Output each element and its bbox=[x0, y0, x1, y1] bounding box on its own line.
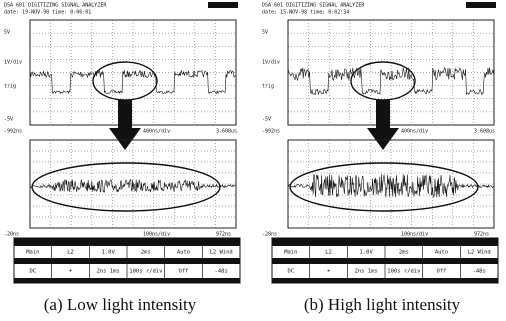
menu-item: + bbox=[69, 269, 73, 275]
arrow bbox=[367, 100, 399, 150]
x-label: -20ns bbox=[4, 232, 19, 238]
menu-item: Auto bbox=[435, 250, 448, 256]
menu-item: DC bbox=[288, 269, 295, 275]
waveform bbox=[29, 178, 236, 193]
x-label: -992ns bbox=[4, 129, 22, 135]
menu-item: L2 Wind bbox=[210, 250, 233, 256]
menu-item: Off bbox=[437, 269, 447, 275]
menu-item: -48s bbox=[473, 269, 486, 275]
menu-item: 2ms bbox=[141, 250, 151, 256]
menu-bar bbox=[14, 258, 240, 264]
menu-frame bbox=[271, 237, 499, 284]
y-label: 5V bbox=[4, 30, 10, 36]
x-label: 100ns/div bbox=[143, 232, 170, 238]
menu-item: 1.0V bbox=[360, 250, 374, 256]
menu-item: 1.0V bbox=[102, 250, 116, 256]
menu-item: + bbox=[327, 269, 331, 275]
x-label: -992ns bbox=[262, 129, 280, 135]
menu-bar bbox=[272, 238, 498, 246]
menu-item: 2ns 1ms bbox=[355, 269, 378, 275]
menu-item: L2 Wind bbox=[468, 250, 491, 256]
menu-item: 100s r/div bbox=[129, 269, 163, 275]
y-label: 5V bbox=[262, 30, 268, 36]
menu-bar bbox=[272, 278, 498, 283]
waveform bbox=[287, 66, 494, 96]
header-title: DSA 601 DIGITIZING SIGNAL ANALYZER bbox=[262, 3, 365, 9]
x-label: 400ns/div bbox=[401, 129, 428, 135]
menu-item: -48s bbox=[215, 269, 228, 275]
status-block bbox=[466, 2, 496, 8]
x-label: -28ns bbox=[262, 232, 277, 238]
status-block bbox=[208, 2, 238, 8]
highlight-ellipse bbox=[350, 61, 416, 101]
menu-item: Main bbox=[284, 250, 297, 256]
x-label: 3.608us bbox=[474, 129, 495, 135]
header-datetime: date: 15-NOV-98 time: 0:02:34 bbox=[262, 10, 349, 16]
waveform bbox=[287, 173, 494, 198]
header-datetime: date: 19-NOV-98 time: 0:06:01 bbox=[4, 10, 91, 16]
menu-frame bbox=[13, 237, 241, 284]
menu-item: DC bbox=[30, 269, 37, 275]
arrow bbox=[109, 100, 141, 150]
waveform bbox=[29, 69, 236, 95]
menu-item: 100s r/div bbox=[387, 269, 421, 275]
y-label: trig bbox=[4, 84, 16, 90]
menu-item: Auto bbox=[177, 250, 190, 256]
y-label: trig bbox=[262, 84, 274, 90]
menu-bar bbox=[272, 258, 498, 264]
y-label: 1V/div bbox=[262, 60, 280, 66]
menu-item: Off bbox=[179, 269, 189, 275]
header-title: DSA 601 DIGITIZING SIGNAL ANALYZER bbox=[4, 3, 107, 9]
y-label: -5V bbox=[262, 117, 271, 123]
x-label: 3.608us bbox=[216, 129, 237, 135]
menu-item: 2ns 1ms bbox=[97, 269, 120, 275]
y-label: 1V/div bbox=[4, 60, 22, 66]
menu-item: L2 bbox=[67, 250, 74, 256]
caption: (a) Low light intensity bbox=[44, 295, 197, 314]
menu-bar bbox=[14, 238, 240, 246]
y-label: -5V bbox=[4, 117, 13, 123]
highlight-ellipse bbox=[92, 61, 158, 101]
highlight-ellipse bbox=[289, 162, 479, 212]
menu-item: L2 bbox=[325, 250, 332, 256]
x-label: 400ns/div bbox=[143, 129, 170, 135]
x-label: 100ns/div bbox=[401, 232, 428, 238]
menu-item: 2ms bbox=[399, 250, 409, 256]
menu-item: Main bbox=[26, 250, 39, 256]
x-label: 972ns bbox=[216, 232, 231, 238]
menu-bar bbox=[14, 278, 240, 283]
highlight-ellipse bbox=[31, 162, 221, 212]
caption: (b) High light intensity bbox=[304, 295, 461, 314]
x-label: 972ns bbox=[474, 232, 489, 238]
